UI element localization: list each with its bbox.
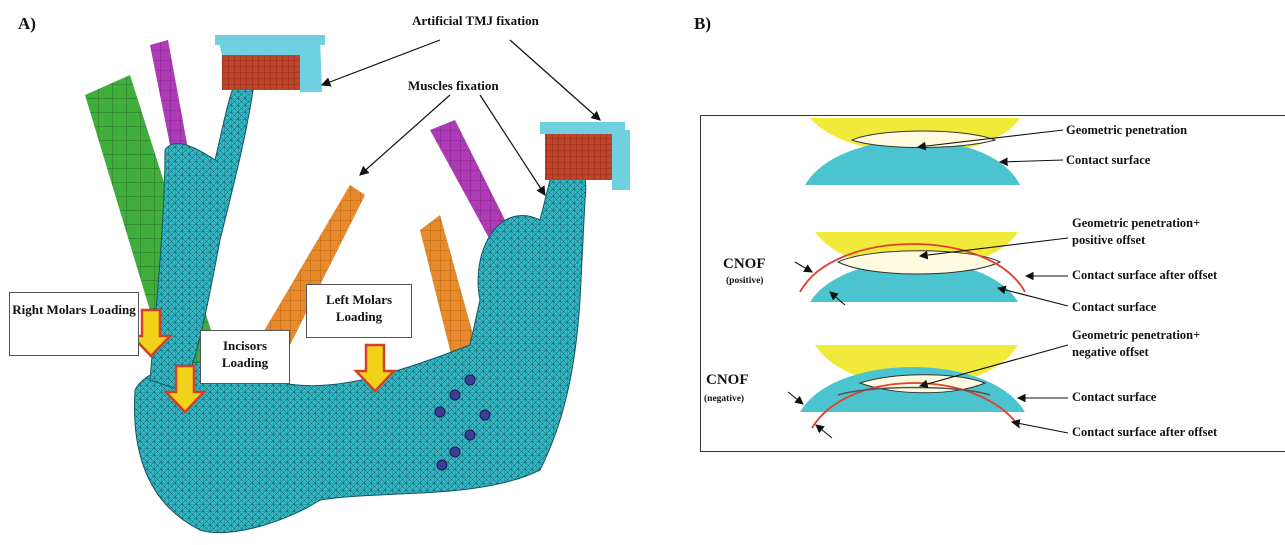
lens-top [805,118,1020,185]
mid-contact-surface: Contact surface [1072,300,1157,314]
load-arrow-incisors [163,364,207,414]
fixation-plate [434,374,491,471]
load-arrow-right-molars [129,308,173,358]
muscle-purple-right [430,120,510,240]
callout-arrow-tmj-left [320,39,441,87]
label-muscles-fixation: Muscles fixation [408,78,499,93]
tmj-fixation-left [215,35,325,92]
bot-geometric-line2: negative offset [1072,345,1149,359]
lens-middle [799,232,1026,302]
label-left-molars-loading: Left Molars Loading [306,284,412,338]
mid-after-offset: Contact surface after offset [1072,268,1218,282]
panel-b-letter: B) [694,14,711,33]
callout-arrow-tmj-right [509,39,601,121]
callout-arrow-muscle-left [359,94,451,176]
panel-a-letter: A) [18,14,36,33]
lens-bottom [800,345,1025,429]
muscle-purple-left [150,40,190,170]
top-geometric-penetration: Geometric penetration [1066,123,1188,137]
bot-contact-surface: Contact surface [1072,390,1157,404]
load-arrow-left-molars [353,343,397,393]
mid-cnof-sub: (positive) [726,276,764,286]
bot-geometric-line1: Geometric penetration+ [1072,328,1201,342]
label-tmj-fixation: Artificial TMJ fixation [412,13,539,28]
bot-after-offset: Contact surface after offset [1072,425,1218,439]
label-right-molars-loading: Right Molars Loading [9,292,139,356]
top-contact-surface: Contact surface [1066,153,1151,167]
mid-cnof: CNOF [723,256,766,272]
mid-geometric-line1: Geometric penetration+ [1072,216,1201,230]
callout-arrow-muscle-right [479,94,546,197]
label-incisors-loading: Incisors Loading [200,330,290,384]
bot-cnof: CNOF [706,372,749,388]
bot-cnof-sub: (negative) [704,394,745,404]
tmj-fixation-right [540,122,630,190]
mid-geometric-line2: positive offset [1072,233,1146,247]
muscle-orange-right [420,215,480,370]
